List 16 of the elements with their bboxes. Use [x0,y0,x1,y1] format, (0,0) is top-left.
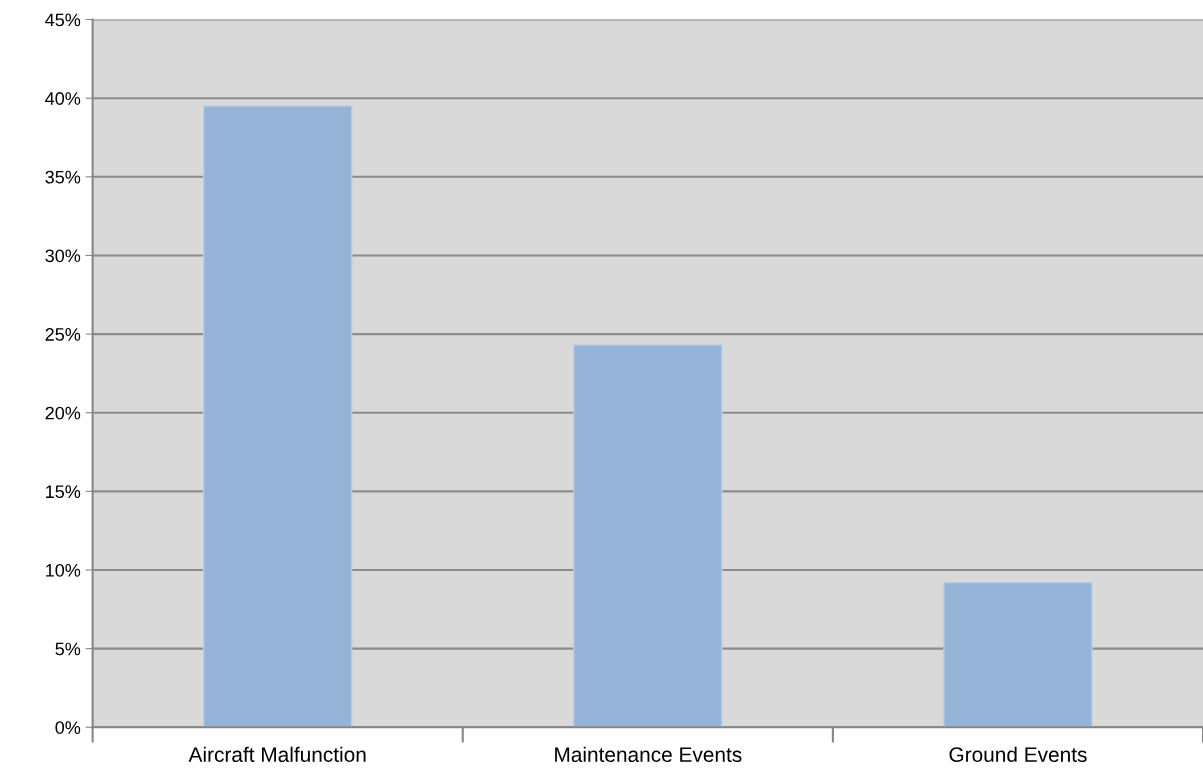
x-tick-label: Maintenance Events [555,746,742,763]
y-tick-label: 40% [45,92,81,105]
x-tick-label: Ground Events [949,746,1087,763]
y-tick-label: 45% [45,13,81,27]
y-tick-label: 35% [45,170,81,184]
y-tick-label: 25% [45,328,81,341]
y-tick-label: 15% [46,485,81,499]
x-tick-label: Aircraft Malfunction [188,746,366,763]
y-tick-label: 10% [46,563,81,577]
bar [202,105,353,728]
y-tick-label: 30% [45,249,81,263]
y-tick-label: 5% [55,642,81,656]
y-tick-label: 0% [55,721,81,734]
y-tick-label: 20% [45,406,81,420]
bar [943,581,1093,728]
bar [573,344,723,728]
